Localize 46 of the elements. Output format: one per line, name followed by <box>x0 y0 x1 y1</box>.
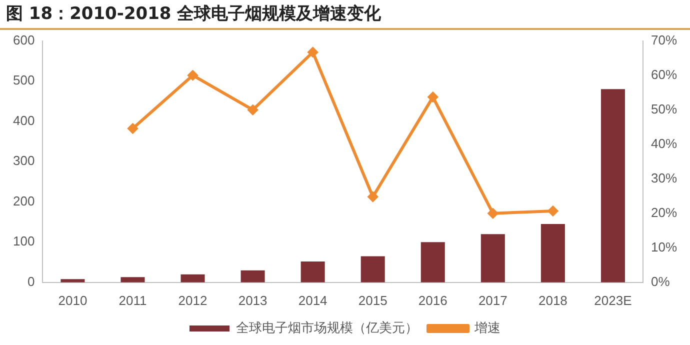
point <box>248 104 258 115</box>
bar <box>360 256 385 282</box>
y-tick-label: 500 <box>12 72 35 88</box>
y-tick-label: 100 <box>12 234 35 249</box>
point <box>368 192 378 202</box>
x-tick-label: 2017 <box>478 292 508 308</box>
x-tick-label: 2018 <box>538 292 568 308</box>
bar <box>120 277 145 282</box>
y2-tick-label: 0% <box>650 274 670 289</box>
y2-tick-label: 30% <box>650 170 678 186</box>
y2-tick-label: 40% <box>650 136 678 151</box>
y-tick-label: 300 <box>12 153 35 168</box>
bar <box>300 261 325 282</box>
x-tick-label: 2014 <box>298 292 328 308</box>
x-tick-label: 2013 <box>238 292 268 308</box>
bar <box>540 224 565 282</box>
point <box>188 70 198 80</box>
x-tick-label: 2010 <box>58 292 88 308</box>
bar <box>420 242 445 282</box>
y-tick-label: 0 <box>27 274 35 289</box>
bar <box>240 270 265 282</box>
y2-tick-label: 10% <box>650 239 678 254</box>
legend-label: 增速 <box>474 320 500 336</box>
point <box>308 47 318 58</box>
y2-tick-label: 50% <box>650 101 678 116</box>
bar <box>600 89 625 282</box>
x-tick-label: 2012 <box>178 292 208 308</box>
point <box>488 208 498 218</box>
x-tick-label: 2016 <box>418 292 448 308</box>
y-tick-label: 600 <box>12 32 35 48</box>
y-tick-label: 200 <box>12 193 35 208</box>
point <box>548 206 558 216</box>
x-tick-label: 2023E <box>594 292 632 308</box>
legend-label: 全球电子烟市场规模（亿美元） <box>236 320 418 336</box>
bar <box>480 234 505 282</box>
y2-tick-label: 70% <box>650 32 678 48</box>
y2-tick-label: 20% <box>650 204 678 220</box>
chart-title: 图 18：2010-2018 全球电子烟规模及增速变化 <box>0 0 690 30</box>
x-tick-label: 2015 <box>358 292 388 308</box>
y2-tick-label: 60% <box>650 66 678 82</box>
point <box>128 123 138 134</box>
bar <box>60 279 85 282</box>
y-tick-label: 400 <box>12 112 35 128</box>
point <box>428 92 438 102</box>
x-tick-label: 2011 <box>118 292 147 308</box>
bar <box>180 274 205 282</box>
